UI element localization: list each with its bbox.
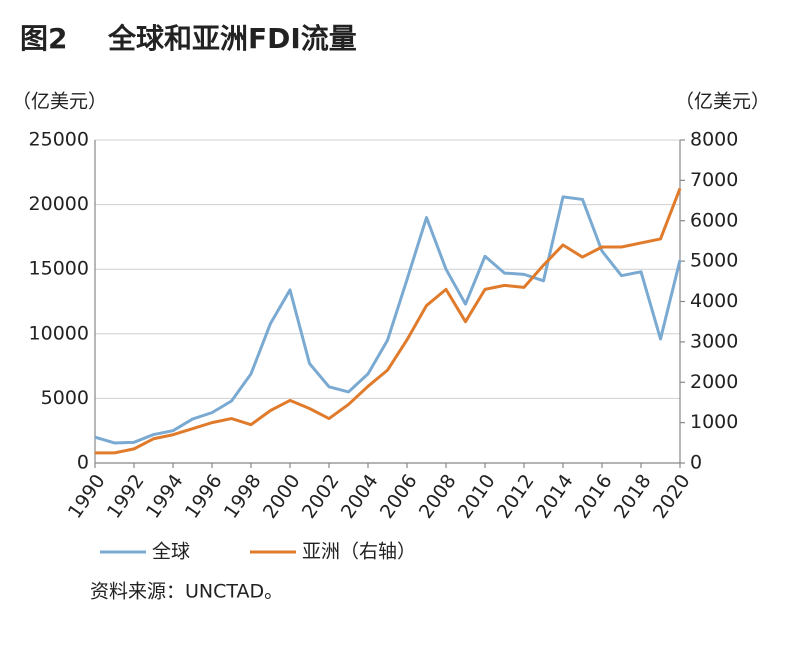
y2-tick-label: 7000 xyxy=(690,169,738,191)
y-tick-label: 10000 xyxy=(29,322,89,344)
y2-tick-label: 5000 xyxy=(690,250,738,272)
chart-title: 全球和亚洲FDI流量 xyxy=(107,22,357,55)
legend-label: 全球 xyxy=(152,541,190,563)
x-tick-label: 2016 xyxy=(571,470,617,522)
x-tick-label: 1990 xyxy=(64,470,110,522)
y2-tick-label: 3000 xyxy=(690,330,738,352)
series-line xyxy=(95,187,682,455)
x-tick-label: 2018 xyxy=(610,470,656,522)
x-tick-label: 1992 xyxy=(103,470,149,522)
y2-tick-label: 4000 xyxy=(690,290,738,312)
y-tick-label: 15000 xyxy=(29,258,89,280)
figure-number: 图2 xyxy=(20,22,67,55)
y2-tick-label: 6000 xyxy=(690,209,738,231)
x-tick-label: 1994 xyxy=(142,470,188,522)
x-tick-label: 2012 xyxy=(493,470,539,522)
source-note: 资料来源：UNCTAD。 xyxy=(90,581,283,603)
x-tick-label: 1998 xyxy=(220,470,266,522)
legend-label: 亚洲（右轴） xyxy=(302,541,416,563)
x-tick-label: 2006 xyxy=(376,470,422,522)
y-tick-label: 5000 xyxy=(41,387,89,409)
series-line xyxy=(94,195,682,445)
y-tick-label: 20000 xyxy=(29,193,89,215)
y-axis-label: （亿美元） xyxy=(12,91,107,113)
x-tick-label: 2000 xyxy=(259,470,305,522)
y2-tick-label: 1000 xyxy=(690,411,738,433)
x-tick-label: 2014 xyxy=(532,470,578,522)
x-tick-label: 2004 xyxy=(337,470,383,522)
y2-axis-label: （亿美元） xyxy=(675,91,770,113)
x-tick-label: 2002 xyxy=(298,470,344,522)
x-tick-label: 2010 xyxy=(454,470,500,522)
x-tick-label: 2008 xyxy=(415,470,461,522)
x-tick-label: 1996 xyxy=(181,470,227,522)
y2-tick-label: 8000 xyxy=(690,129,738,151)
y2-tick-label: 0 xyxy=(690,452,702,474)
y-tick-label: 0 xyxy=(77,452,89,474)
y-tick-label: 25000 xyxy=(29,129,89,151)
y2-tick-label: 2000 xyxy=(690,371,738,393)
x-tick-label: 2020 xyxy=(649,470,695,522)
